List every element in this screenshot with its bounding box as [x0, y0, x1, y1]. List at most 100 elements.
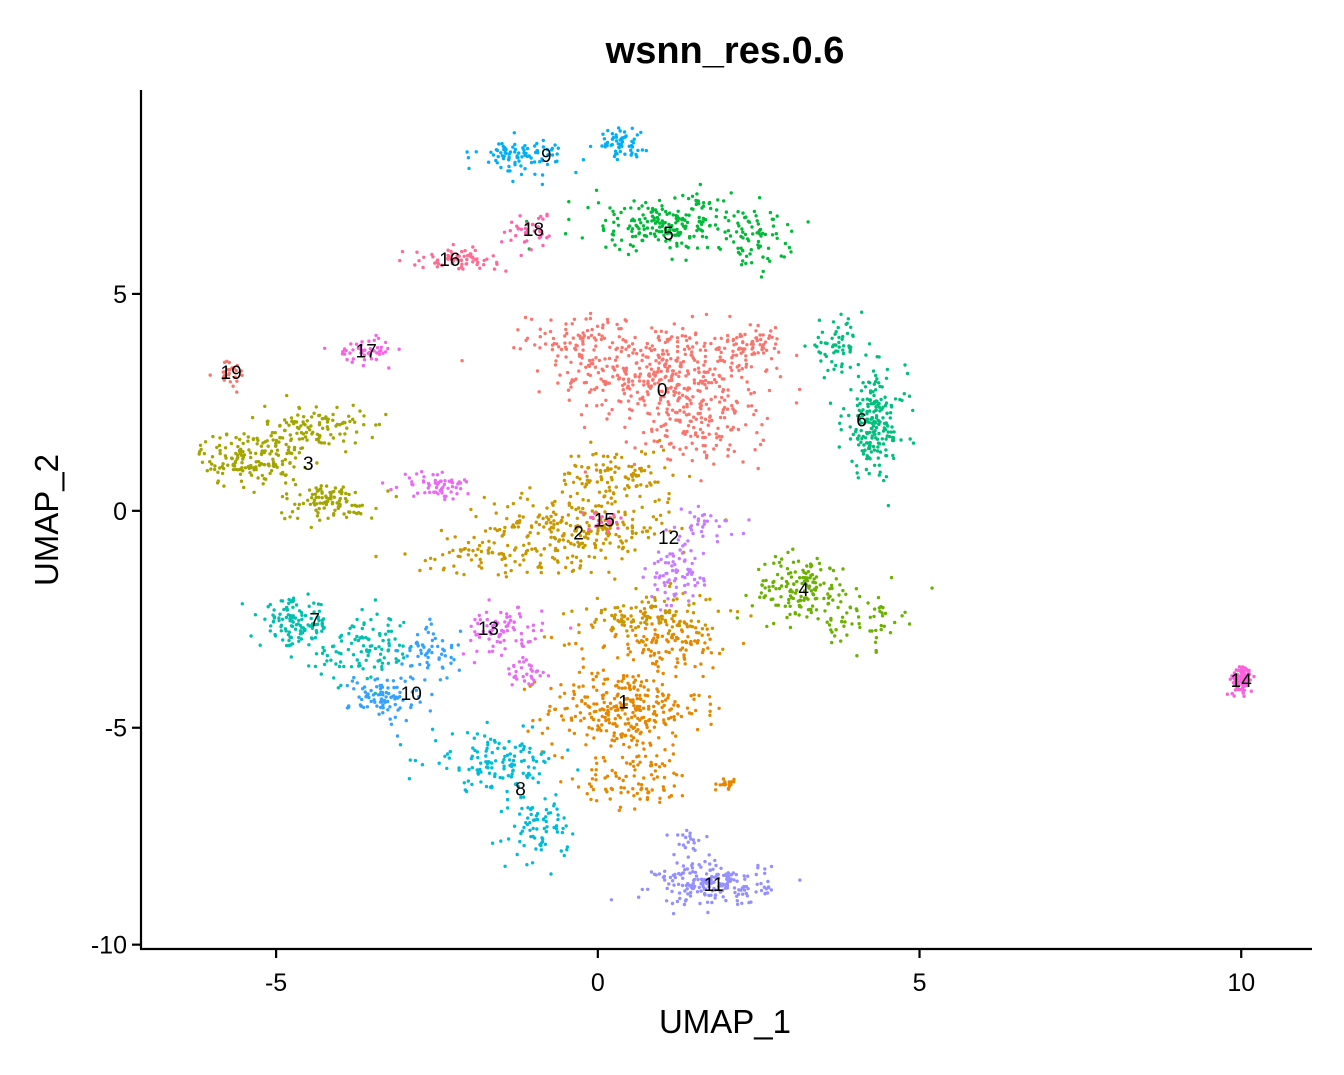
data-point — [351, 357, 355, 361]
data-point — [664, 649, 668, 654]
data-point — [508, 618, 513, 623]
data-point — [744, 593, 748, 598]
data-point — [685, 867, 690, 871]
data-point — [650, 788, 654, 792]
data-point — [630, 379, 635, 383]
data-point — [630, 526, 635, 530]
data-point — [631, 244, 635, 248]
data-point — [398, 695, 402, 699]
data-point — [542, 817, 546, 821]
data-point — [537, 390, 541, 394]
data-point — [561, 538, 565, 542]
data-point — [834, 343, 838, 347]
data-point — [416, 644, 420, 648]
data-point — [564, 322, 568, 326]
data-point — [636, 688, 640, 692]
data-point — [877, 405, 881, 409]
data-point — [705, 900, 710, 904]
data-point — [692, 234, 696, 238]
data-point — [687, 412, 691, 416]
data-point — [230, 456, 234, 460]
data-point — [686, 424, 691, 428]
data-point — [579, 719, 583, 723]
data-point — [423, 558, 427, 563]
data-point — [626, 477, 631, 481]
data-point — [373, 678, 377, 682]
data-point — [544, 829, 548, 834]
cluster-label-15: 15 — [594, 511, 615, 532]
data-point — [630, 531, 635, 535]
data-point — [494, 511, 498, 515]
data-point — [556, 381, 560, 385]
data-point — [630, 535, 634, 540]
data-point — [457, 668, 461, 672]
data-point — [306, 592, 310, 596]
data-point — [525, 570, 529, 574]
data-point — [648, 764, 653, 768]
data-point — [650, 344, 654, 348]
data-point — [744, 354, 748, 358]
data-point — [434, 485, 439, 490]
data-point — [341, 485, 345, 489]
data-point — [516, 784, 520, 789]
data-point — [768, 259, 772, 263]
data-point — [877, 431, 881, 436]
data-point — [520, 155, 524, 159]
data-point — [273, 463, 278, 467]
data-point — [576, 333, 580, 337]
data-point — [290, 510, 295, 514]
data-point — [670, 568, 675, 573]
data-point — [831, 598, 835, 602]
data-point — [426, 630, 430, 635]
data-point — [633, 473, 638, 477]
data-point — [298, 493, 302, 497]
data-point — [314, 486, 318, 490]
data-point — [519, 795, 523, 800]
data-point — [596, 519, 601, 523]
data-point — [648, 412, 652, 416]
data-point — [306, 498, 310, 502]
data-point — [713, 858, 717, 863]
data-point — [532, 766, 536, 770]
data-point — [634, 351, 639, 356]
data-point — [685, 828, 689, 833]
data-point — [674, 665, 678, 669]
data-point — [240, 466, 244, 470]
data-point — [386, 346, 390, 351]
data-point — [411, 483, 415, 487]
data-point — [886, 503, 891, 508]
data-point — [446, 486, 450, 490]
data-point — [591, 787, 596, 792]
data-point — [574, 555, 579, 559]
data-point — [290, 619, 294, 623]
data-point — [686, 539, 690, 543]
data-point — [364, 694, 369, 698]
data-point — [531, 623, 536, 627]
data-point — [352, 687, 356, 691]
data-point — [595, 480, 599, 484]
data-point — [505, 797, 510, 802]
data-point — [814, 608, 819, 612]
data-point — [891, 436, 896, 440]
data-point — [600, 714, 604, 719]
data-point — [688, 831, 692, 835]
data-point — [650, 214, 655, 218]
data-point — [779, 595, 783, 599]
data-point — [218, 451, 222, 456]
data-point — [686, 892, 690, 896]
data-point — [837, 445, 841, 449]
data-point — [696, 519, 700, 523]
data-point — [628, 387, 632, 391]
data-point — [487, 650, 491, 654]
data-point — [856, 476, 860, 480]
data-point — [745, 380, 749, 384]
data-point — [756, 351, 760, 355]
data-point — [759, 275, 764, 279]
data-point — [520, 638, 524, 642]
data-point — [620, 686, 624, 690]
data-point — [255, 436, 259, 440]
data-point — [529, 674, 533, 678]
data-point — [691, 846, 695, 851]
data-point — [430, 252, 434, 257]
data-point — [567, 398, 571, 402]
